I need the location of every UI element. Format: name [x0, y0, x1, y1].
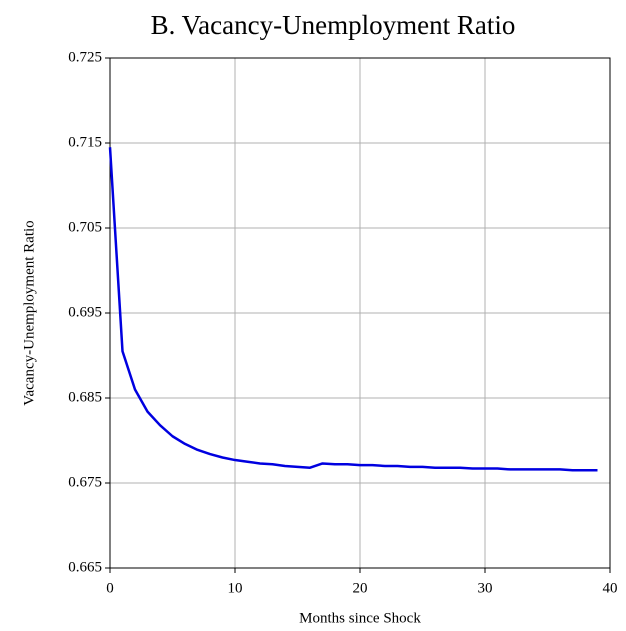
- data-line: [108, 147, 598, 472]
- x-tick-label: 0: [106, 580, 114, 596]
- x-tick-label: 30: [478, 580, 493, 596]
- x-tick-label: 10: [228, 580, 243, 596]
- y-tick-label: 0.725: [68, 49, 102, 65]
- plot-frame: [109, 57, 611, 569]
- y-axis-label: Vacancy-Unemployment Ratio: [21, 220, 37, 405]
- y-tick-label: 0.685: [68, 389, 102, 405]
- x-tick-label: 20: [353, 580, 368, 596]
- y-tick-label: 0.715: [68, 134, 102, 150]
- y-tick-label: 0.695: [68, 304, 102, 320]
- chart-title: B. Vacancy-Unemployment Ratio: [151, 10, 516, 40]
- x-axis-label: Months since Shock: [299, 610, 421, 626]
- x-tick-label: 40: [603, 580, 618, 596]
- y-tick-label: 0.705: [68, 219, 102, 235]
- y-tick-label: 0.675: [68, 474, 102, 490]
- y-tick-label: 0.665: [68, 559, 102, 575]
